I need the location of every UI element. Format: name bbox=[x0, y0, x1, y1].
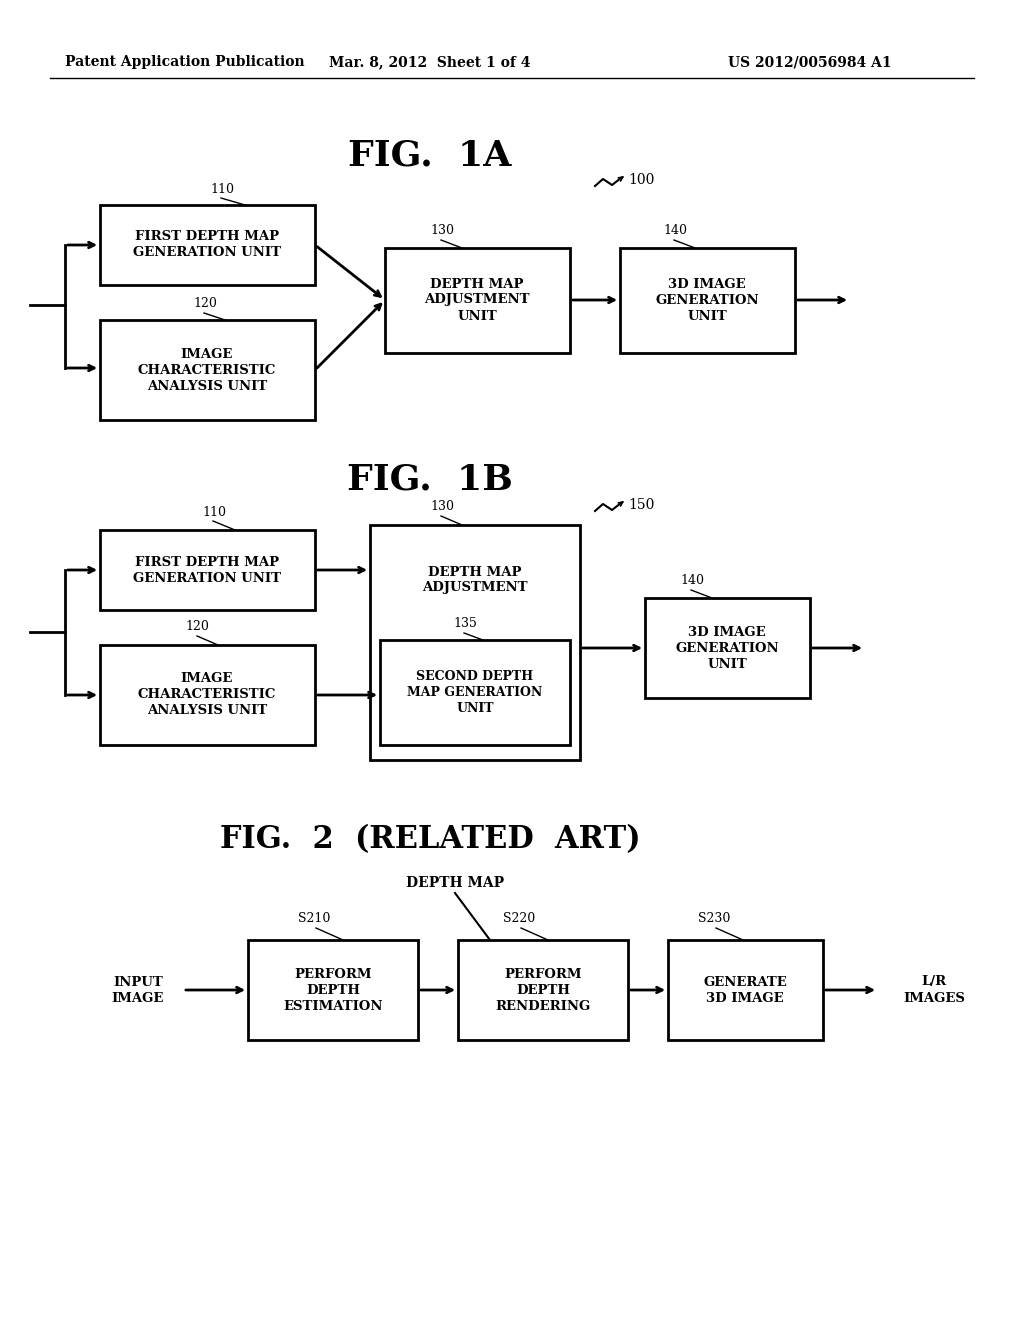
Bar bbox=[100, 319, 315, 420]
Bar bbox=[645, 598, 810, 698]
Text: PERFORM
DEPTH
RENDERING: PERFORM DEPTH RENDERING bbox=[496, 968, 591, 1012]
Text: 130: 130 bbox=[430, 500, 454, 513]
Text: S210: S210 bbox=[298, 912, 331, 925]
Text: 110: 110 bbox=[210, 183, 234, 195]
Bar bbox=[100, 205, 315, 285]
Text: INPUT
IMAGE: INPUT IMAGE bbox=[112, 975, 164, 1005]
Text: IMAGE
CHARACTERISTIC
ANALYSIS UNIT: IMAGE CHARACTERISTIC ANALYSIS UNIT bbox=[138, 347, 276, 392]
Text: 120: 120 bbox=[185, 620, 209, 634]
Text: Patent Application Publication: Patent Application Publication bbox=[66, 55, 305, 69]
Text: FIG.  1A: FIG. 1A bbox=[348, 139, 512, 172]
Text: FIG.  1B: FIG. 1B bbox=[347, 463, 513, 498]
Text: 100: 100 bbox=[628, 173, 654, 187]
Text: FIG.  2  (RELATED  ART): FIG. 2 (RELATED ART) bbox=[220, 825, 640, 855]
Bar bbox=[370, 525, 580, 760]
Text: GENERATE
3D IMAGE: GENERATE 3D IMAGE bbox=[703, 975, 786, 1005]
Bar bbox=[458, 940, 628, 1040]
Bar bbox=[380, 640, 570, 744]
Text: 3D IMAGE
GENERATION
UNIT: 3D IMAGE GENERATION UNIT bbox=[655, 277, 759, 322]
Text: 120: 120 bbox=[193, 297, 217, 310]
Text: 150: 150 bbox=[628, 498, 654, 512]
Text: IMAGE
CHARACTERISTIC
ANALYSIS UNIT: IMAGE CHARACTERISTIC ANALYSIS UNIT bbox=[138, 672, 276, 718]
Text: PERFORM
DEPTH
ESTIMATION: PERFORM DEPTH ESTIMATION bbox=[284, 968, 383, 1012]
Bar bbox=[100, 645, 315, 744]
Text: Mar. 8, 2012  Sheet 1 of 4: Mar. 8, 2012 Sheet 1 of 4 bbox=[330, 55, 530, 69]
Text: 140: 140 bbox=[663, 224, 687, 238]
Text: 135: 135 bbox=[453, 616, 477, 630]
Text: 130: 130 bbox=[430, 224, 454, 238]
Text: 140: 140 bbox=[680, 574, 705, 587]
Text: DEPTH MAP: DEPTH MAP bbox=[406, 876, 504, 890]
Text: FIRST DEPTH MAP
GENERATION UNIT: FIRST DEPTH MAP GENERATION UNIT bbox=[133, 556, 281, 585]
Text: SECOND DEPTH
MAP GENERATION
UNIT: SECOND DEPTH MAP GENERATION UNIT bbox=[408, 669, 543, 714]
Text: 3D IMAGE
GENERATION
UNIT: 3D IMAGE GENERATION UNIT bbox=[675, 626, 779, 671]
Text: FIRST DEPTH MAP
GENERATION UNIT: FIRST DEPTH MAP GENERATION UNIT bbox=[133, 231, 281, 260]
Text: L/R
IMAGES: L/R IMAGES bbox=[903, 975, 965, 1005]
Text: 110: 110 bbox=[202, 506, 226, 519]
Bar bbox=[668, 940, 823, 1040]
Bar bbox=[620, 248, 795, 352]
Text: DEPTH MAP
ADJUSTMENT: DEPTH MAP ADJUSTMENT bbox=[422, 565, 527, 594]
Text: S220: S220 bbox=[503, 912, 536, 925]
Bar bbox=[100, 531, 315, 610]
Bar bbox=[385, 248, 570, 352]
Text: S230: S230 bbox=[698, 912, 730, 925]
Text: DEPTH MAP
ADJUSTMENT
UNIT: DEPTH MAP ADJUSTMENT UNIT bbox=[424, 277, 529, 322]
Text: US 2012/0056984 A1: US 2012/0056984 A1 bbox=[728, 55, 892, 69]
Bar bbox=[248, 940, 418, 1040]
